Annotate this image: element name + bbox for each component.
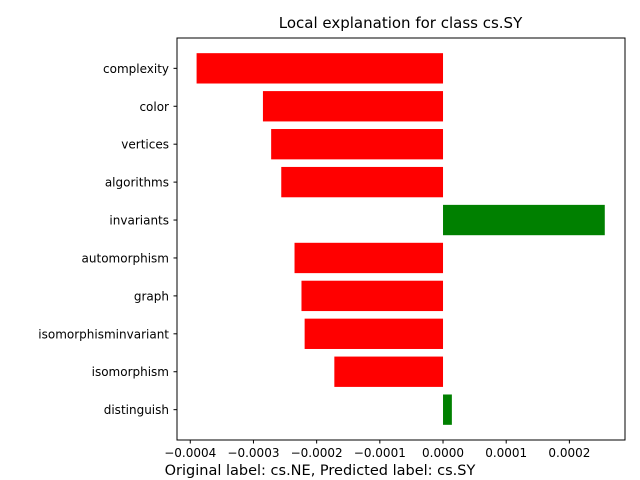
y-tick-label: isomorphism (92, 365, 169, 379)
y-tick-label: complexity (103, 62, 169, 76)
y-tick-label: distinguish (104, 403, 169, 417)
bar-distinguish (443, 394, 452, 425)
x-tick-label: −0.0004 (164, 446, 216, 460)
bars (196, 53, 605, 425)
y-tick-label: color (139, 100, 169, 114)
bar-algorithms (281, 166, 444, 198)
y-tick-label: automorphism (82, 251, 169, 265)
bar-vertices (271, 129, 444, 160)
y-axis: complexity color vertices algorithms invaria… (38, 62, 177, 417)
bar-color (262, 91, 444, 122)
bar-complexity (196, 53, 444, 84)
x-tick-label: 0.0002 (548, 446, 590, 460)
bar-invariants (443, 204, 605, 236)
bar-isomorphism (334, 356, 444, 387)
x-tick-label: −0.0001 (354, 446, 406, 460)
x-tick-label: −0.0002 (291, 446, 343, 460)
plot-frame (176, 37, 626, 441)
x-tick-label: −0.0003 (227, 446, 279, 460)
y-tick-label: invariants (109, 214, 169, 228)
chart-title: Local explanation for class cs.SY (279, 14, 523, 32)
x-tick-label: 0.0001 (485, 446, 527, 460)
y-tick-label: algorithms (105, 176, 169, 190)
y-tick-label: graph (134, 289, 169, 303)
x-axis: −0.0004 −0.0003 −0.0002 −0.0001 0.0000 0.0001… (164, 440, 590, 460)
caption: Original label: cs.NE, Predicted label: … (165, 463, 476, 479)
x-tick-label: 0.0000 (422, 446, 464, 460)
y-tick-label: isomorphisminvariant (38, 327, 169, 341)
bar-automorphism (294, 242, 444, 274)
y-tick-label: vertices (121, 138, 169, 152)
bar-isomorphisminvariant (304, 318, 444, 349)
bar-graph (301, 280, 444, 312)
